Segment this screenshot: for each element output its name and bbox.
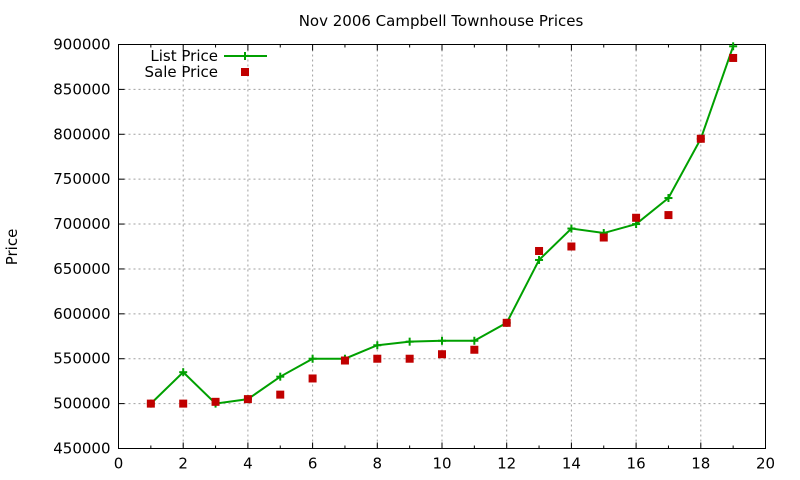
sale-price-point [502, 318, 511, 327]
sale-price-point [276, 390, 285, 399]
chart-title: Nov 2006 Campbell Townhouse Prices [299, 12, 584, 30]
list-price-point [308, 354, 317, 363]
x-tick-label: 0 [114, 455, 124, 473]
plot-frame [118, 44, 766, 449]
y-axis-label: Price [3, 229, 21, 266]
list-price-point [567, 224, 576, 233]
sale-price-point [599, 233, 608, 242]
sale-price-point [308, 374, 317, 383]
sale-price-point [146, 399, 155, 408]
list-price-point [664, 194, 673, 203]
x-tick-label: 4 [243, 455, 253, 473]
sale-price-point [211, 397, 220, 406]
y-tick-label: 900000 [53, 36, 110, 54]
list-price-point [729, 42, 738, 51]
series-sale-price [146, 53, 738, 408]
sale-price-point [729, 53, 738, 62]
x-tick-label: 20 [756, 455, 775, 473]
sale-price-point [405, 354, 414, 363]
sale-price-point [179, 399, 188, 408]
y-tick-label: 800000 [53, 125, 110, 143]
sale-price-point [567, 242, 576, 251]
y-tick-label: 750000 [53, 170, 110, 188]
sale-price-point [470, 345, 479, 354]
y-tick-label: 550000 [53, 350, 110, 368]
y-tick-label: 650000 [53, 260, 110, 278]
x-tick-label: 10 [432, 455, 451, 473]
grid [118, 44, 766, 449]
y-tick-label: 700000 [53, 215, 110, 233]
sale-price-point [664, 211, 673, 220]
sale-price-point [696, 134, 705, 143]
y-tick-label: 500000 [53, 395, 110, 413]
sale-price-point [535, 246, 544, 255]
sale-price-point [340, 356, 349, 365]
list-price-point [470, 336, 479, 345]
x-tick-label: 14 [562, 455, 581, 473]
y-tick-label: 600000 [53, 305, 110, 323]
legend-label: Sale Price [145, 63, 218, 81]
list-price-point [276, 372, 285, 381]
legend-label: List Price [150, 47, 218, 65]
series [146, 42, 738, 408]
list-price-point [535, 255, 544, 264]
list-price-point [179, 368, 188, 377]
axis-ticks: 0 2 4 6 8 10 12 14 16 18 20 450000 500000 550000 60000… [53, 36, 775, 473]
list-price-point [373, 341, 382, 350]
x-tick-label: 8 [373, 455, 383, 473]
list-price-point [405, 337, 414, 346]
x-tick-label: 16 [627, 455, 646, 473]
y-tick-label: 850000 [53, 80, 110, 98]
legend-square-swatch [241, 68, 249, 76]
sale-price-point [243, 395, 252, 404]
x-tick-label: 2 [178, 455, 188, 473]
legend-plus-marker [241, 52, 249, 60]
y-tick-label: 450000 [53, 440, 110, 458]
x-tick-label: 6 [308, 455, 318, 473]
sale-price-point [373, 354, 382, 363]
sale-price-point [438, 350, 446, 359]
list-price-point [438, 336, 446, 345]
sale-price-point [632, 213, 641, 222]
x-tick-label: 12 [497, 455, 516, 473]
x-tick-label: 18 [691, 455, 710, 473]
